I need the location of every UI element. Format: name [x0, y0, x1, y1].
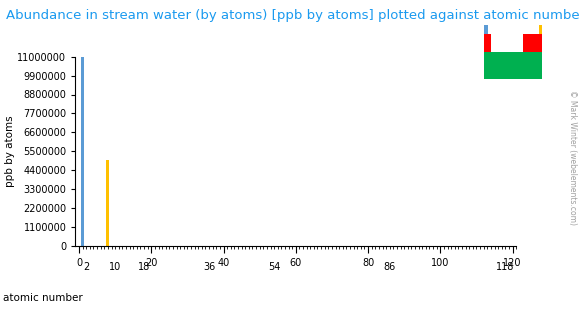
Bar	[484, 34, 491, 43]
Bar	[107, 160, 110, 246]
Bar	[484, 43, 491, 52]
Text: © Mark Winter (webelements.com): © Mark Winter (webelements.com)	[568, 90, 577, 225]
Bar	[523, 43, 542, 52]
Bar	[484, 52, 542, 79]
Bar	[484, 25, 488, 34]
Bar	[523, 34, 542, 43]
Bar	[539, 25, 542, 34]
Y-axis label: ppb by atoms: ppb by atoms	[5, 115, 14, 187]
Bar	[81, 57, 84, 246]
Text: Abundance in stream water (by atoms) [ppb by atoms] plotted against atomic numbe: Abundance in stream water (by atoms) [pp…	[6, 9, 580, 22]
Text: atomic number: atomic number	[3, 293, 83, 303]
